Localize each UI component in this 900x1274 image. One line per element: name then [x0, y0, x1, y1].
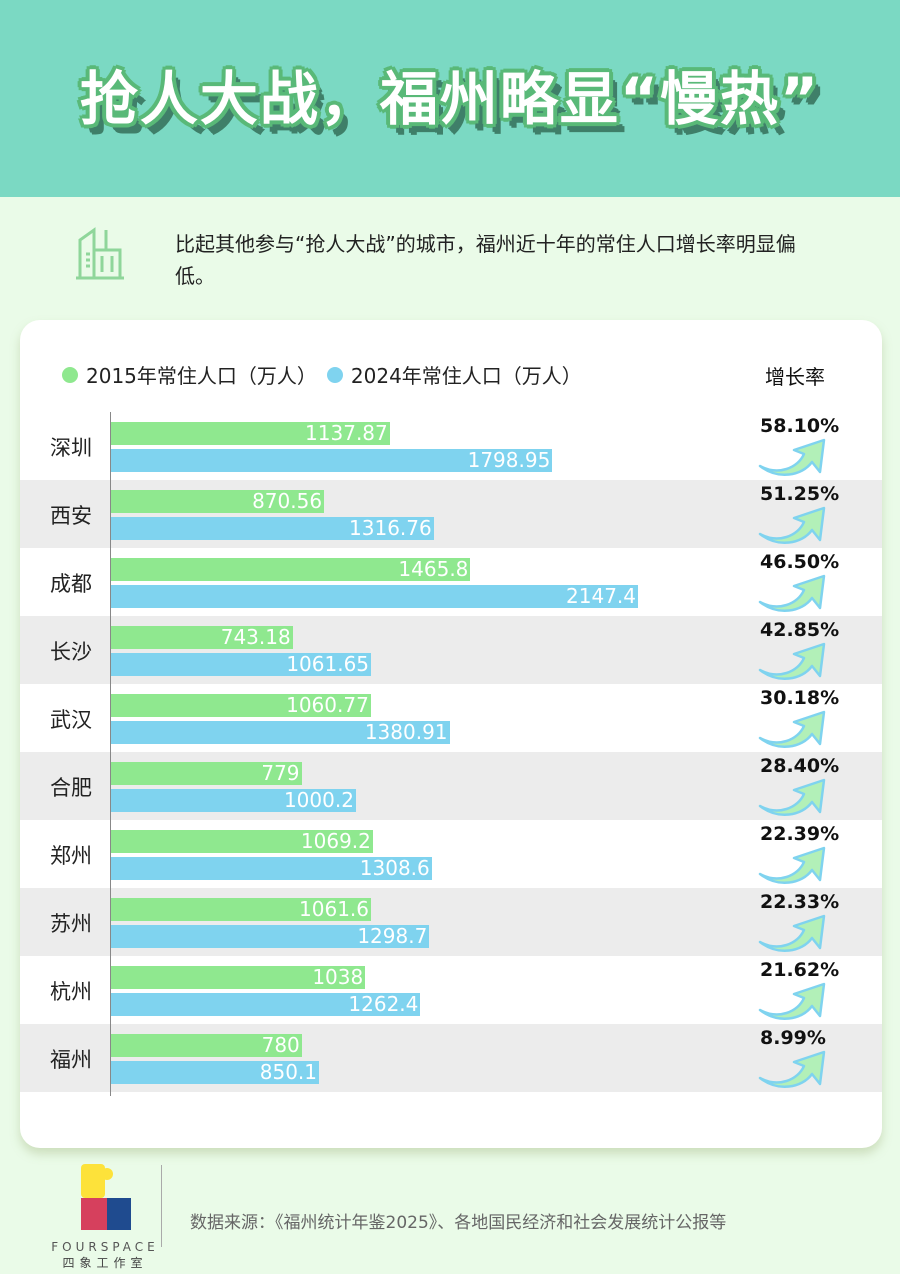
chart-rows: 深圳 1137.87 1798.95 58.10% 西安 870.56 1316…	[20, 412, 882, 1092]
bar-2015: 870.56	[110, 490, 325, 513]
bar-2024: 1798.95	[110, 449, 553, 472]
chart-row: 杭州 1038 1262.4 21.62%	[20, 956, 882, 1024]
bar-2024: 1380.91	[110, 721, 450, 744]
data-source: 数据来源：《福州统计年鉴2025》、各地国民经济和社会发展统计公报等	[190, 1213, 727, 1233]
city-label: 长沙	[50, 640, 92, 664]
bar-2015: 779	[110, 762, 302, 785]
bar-2024: 1061.65	[110, 653, 372, 676]
growth-rate-label: 51.25%	[760, 483, 840, 505]
bar-2024: 2147.4	[110, 585, 638, 608]
bar-2015: 1038	[110, 966, 366, 989]
legend-dot-2015	[62, 366, 78, 383]
logo: FOURSPACE 四象工作室	[50, 1160, 160, 1271]
logo-text-en: FOURSPACE	[51, 1240, 159, 1254]
chart-row: 武汉 1060.77 1380.91 30.18%	[20, 684, 882, 752]
growth-arrow-icon	[758, 982, 826, 1020]
city-label: 深圳	[50, 436, 92, 460]
growth-rate-label: 21.62%	[760, 959, 840, 981]
legend-dot-2024	[326, 366, 343, 383]
growth-rate-label: 42.85%	[760, 619, 840, 641]
intro-text: 比起其他参与“抢人大战”的城市，福州近十年的常住人口增长率明显偏低。	[175, 232, 796, 288]
growth-rate-label: 22.33%	[760, 891, 840, 913]
city-label: 武汉	[50, 708, 92, 732]
growth-rate-label: 46.50%	[760, 551, 840, 573]
growth-arrow-icon	[758, 914, 826, 952]
legend: 2015年常住人口（万人） 2024年常住人口（万人）	[62, 360, 582, 389]
bar-2024: 1298.7	[110, 925, 430, 948]
bar-2015: 1060.77	[110, 694, 371, 717]
growth-rate-label: 58.10%	[760, 415, 840, 437]
chart-row: 长沙 743.18 1061.65 42.85%	[20, 616, 882, 684]
city-label: 成都	[50, 572, 92, 596]
chart-row: 苏州 1061.6 1298.7 22.33%	[20, 888, 882, 956]
bar-2015: 743.18	[110, 626, 293, 649]
growth-rate-label: 8.99%	[760, 1027, 826, 1049]
bar-2024: 1000.2	[110, 789, 356, 812]
chart-row: 合肥 779 1000.2 28.40%	[20, 752, 882, 820]
building-icon	[72, 226, 126, 284]
growth-rate-header: 增长率	[765, 365, 825, 389]
page-title: 抢人大战，福州略显“慢热”	[79, 65, 821, 133]
growth-rate-label: 28.40%	[760, 755, 840, 777]
chart-row: 郑州 1069.2 1308.6 22.39%	[20, 820, 882, 888]
chart-row: 成都 1465.8 2147.4 46.50%	[20, 548, 882, 616]
chart-row: 深圳 1137.87 1798.95 58.10%	[20, 412, 882, 480]
growth-arrow-icon	[758, 506, 826, 544]
legend-2015: 2015年常住人口（万人）	[86, 364, 317, 388]
growth-arrow-icon	[758, 1050, 826, 1088]
growth-arrow-icon	[758, 438, 826, 476]
footer-divider	[161, 1165, 162, 1247]
bar-2015: 1137.87	[110, 422, 390, 445]
chart-row: 西安 870.56 1316.76 51.25%	[20, 480, 882, 548]
legend-2024: 2024年常住人口（万人）	[350, 364, 582, 388]
logo-text-cn: 四象工作室	[62, 1256, 148, 1270]
city-label: 苏州	[50, 912, 92, 936]
city-label: 郑州	[50, 844, 92, 868]
header-banner: 抢人大战，福州略显“慢热”	[0, 0, 900, 197]
y-axis-line	[110, 412, 111, 1096]
bar-2015: 1465.8	[110, 558, 471, 581]
bar-2015: 1069.2	[110, 830, 373, 853]
bar-2024: 850.1	[110, 1061, 320, 1084]
bar-2015: 780	[110, 1034, 302, 1057]
growth-rate-label: 30.18%	[760, 687, 840, 709]
growth-arrow-icon	[758, 642, 826, 680]
city-label: 杭州	[50, 980, 92, 1004]
chart-row: 福州 780 850.1 8.99%	[20, 1024, 882, 1092]
growth-arrow-icon	[758, 846, 826, 884]
bar-2024: 1262.4	[110, 993, 421, 1016]
bar-2024: 1308.6	[110, 857, 432, 880]
city-label: 福州	[50, 1048, 92, 1072]
city-label: 合肥	[50, 776, 92, 800]
bar-2015: 1061.6	[110, 898, 372, 921]
city-label: 西安	[50, 504, 92, 528]
growth-arrow-icon	[758, 778, 826, 816]
bar-2024: 1316.76	[110, 517, 434, 540]
growth-arrow-icon	[758, 710, 826, 748]
growth-arrow-icon	[758, 574, 826, 612]
puzzle-logo-icon	[81, 1164, 131, 1230]
growth-rate-label: 22.39%	[760, 823, 840, 845]
